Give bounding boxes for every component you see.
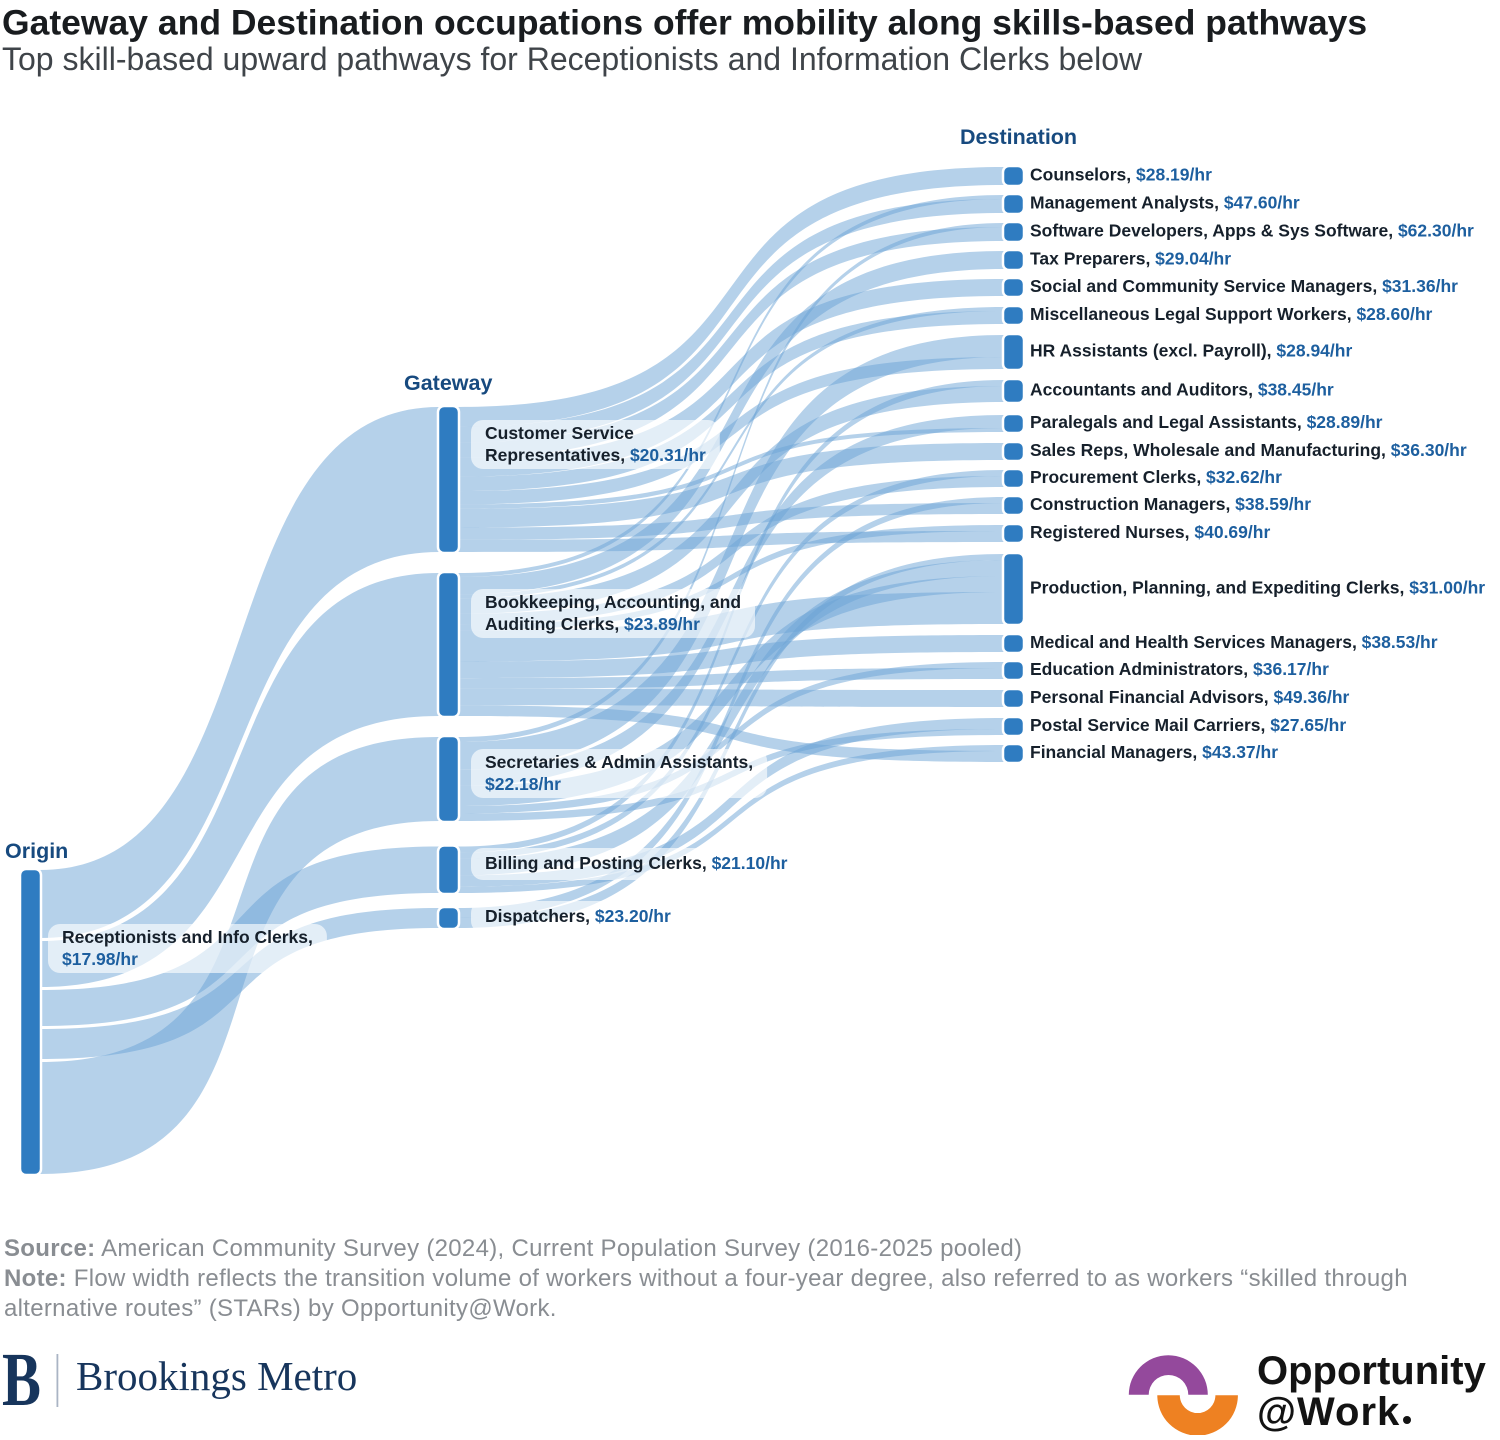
svg-text:Education Administrators, $36.: Education Administrators, $36.17/hr — [1030, 659, 1329, 679]
svg-text:Medical and Health Services Ma: Medical and Health Services Managers, $3… — [1030, 632, 1438, 652]
svg-text:Destination: Destination — [960, 125, 1077, 149]
svg-text:Social and Community Service M: Social and Community Service Managers, $… — [1030, 276, 1458, 296]
svg-text:Secretaries & Admin Assistants: Secretaries & Admin Assistants, — [485, 752, 753, 772]
svg-text:Paralegals and Legal Assistant: Paralegals and Legal Assistants, $28.89/… — [1030, 412, 1383, 432]
svg-text:$22.18/hr: $22.18/hr — [485, 774, 561, 794]
svg-text:Receptionists and Info Clerks,: Receptionists and Info Clerks, — [62, 927, 313, 947]
svg-text:Dispatchers, $23.20/hr: Dispatchers, $23.20/hr — [485, 906, 671, 926]
svg-text:Management Analysts, $47.60/hr: Management Analysts, $47.60/hr — [1030, 193, 1300, 213]
svg-text:Counselors, $28.19/hr: Counselors, $28.19/hr — [1030, 165, 1212, 185]
svg-text:Source: American Community Sur: Source: American Community Survey (2024)… — [4, 1235, 1022, 1262]
svg-text:Auditing Clerks, $23.89/hr: Auditing Clerks, $23.89/hr — [485, 614, 700, 634]
svg-text:Gateway: Gateway — [404, 371, 492, 395]
svg-text:Representatives, $20.31/hr: Representatives, $20.31/hr — [485, 445, 706, 465]
svg-text:Sales Reps, Wholesale and Manu: Sales Reps, Wholesale and Manufacturing,… — [1030, 440, 1467, 460]
svg-text:HR Assistants (excl. Payroll),: HR Assistants (excl. Payroll), $28.94/hr — [1030, 341, 1352, 361]
svg-text:Note: Flow width reflects the: Note: Flow width reflects the transition… — [4, 1265, 1408, 1292]
svg-text:Origin: Origin — [5, 839, 68, 863]
svg-text:@Work: @Work — [1257, 1390, 1400, 1434]
svg-text:Miscellaneous Legal Support Wo: Miscellaneous Legal Support Workers, $28… — [1030, 304, 1433, 324]
svg-text:Billing and Posting Clerks, $2: Billing and Posting Clerks, $21.10/hr — [485, 853, 788, 873]
svg-text:Production, Planning, and Expe: Production, Planning, and Expediting Cle… — [1030, 578, 1485, 598]
svg-text:Brookings Metro: Brookings Metro — [76, 1353, 357, 1399]
svg-text:$17.98/hr: $17.98/hr — [62, 949, 138, 969]
svg-text:Gateway and Destination occupa: Gateway and Destination occupations offe… — [2, 3, 1367, 43]
svg-text:Accountants and Auditors, $38.: Accountants and Auditors, $38.45/hr — [1030, 380, 1334, 400]
svg-text:Financial Managers, $43.37/hr: Financial Managers, $43.37/hr — [1030, 742, 1278, 762]
svg-text:Personal Financial Advisors, $: Personal Financial Advisors, $49.36/hr — [1030, 687, 1350, 707]
svg-text:Bookkeeping, Accounting, and: Bookkeeping, Accounting, and — [485, 592, 741, 612]
svg-text:Tax Preparers, $29.04/hr: Tax Preparers, $29.04/hr — [1030, 249, 1231, 269]
svg-text:Construction Managers, $38.59/: Construction Managers, $38.59/hr — [1030, 494, 1311, 514]
svg-text:Software Developers, Apps & Sy: Software Developers, Apps & Sys Software… — [1030, 221, 1474, 241]
svg-text:Customer Service: Customer Service — [485, 423, 634, 443]
svg-text:Top skill-based upward pathway: Top skill-based upward pathways for Rece… — [2, 41, 1143, 77]
svg-text:B: B — [2, 1338, 41, 1422]
svg-text:Postal Service Mail Carriers,: Postal Service Mail Carriers, $27.65/hr — [1030, 715, 1346, 735]
svg-text:Procurement Clerks, $32.62/hr: Procurement Clerks, $32.62/hr — [1030, 467, 1282, 487]
svg-text:Registered Nurses, $40.69/hr: Registered Nurses, $40.69/hr — [1030, 522, 1270, 542]
svg-text:alternative routes” (STARs) by: alternative routes” (STARs) by Opportuni… — [4, 1295, 557, 1322]
svg-text:Opportunity: Opportunity — [1257, 1349, 1487, 1393]
